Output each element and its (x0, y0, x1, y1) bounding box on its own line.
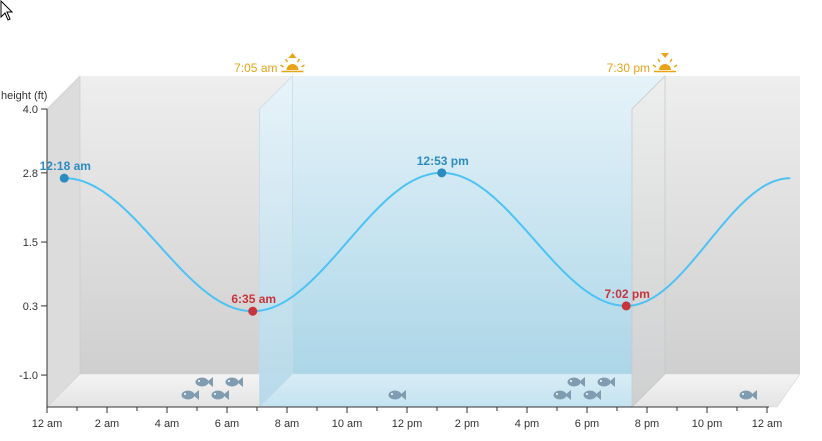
sunset-divider (631, 75, 666, 408)
sunset-arrow (661, 53, 669, 58)
fish-icon (553, 390, 571, 400)
fish-tail (751, 390, 757, 400)
fish-eye (742, 393, 744, 395)
sun-ray (669, 58, 673, 63)
low-tide-label: 6:35 am (231, 292, 276, 306)
fish-tail (595, 390, 601, 400)
night-back-wall (80, 76, 293, 374)
x-tick-label: 2 am (95, 418, 119, 430)
sun-ray (280, 64, 284, 68)
fish-icon (583, 390, 601, 400)
sun-ray (652, 64, 657, 68)
fish-body (388, 390, 402, 400)
fish-eye (556, 393, 558, 395)
y-tick-label: -1.0 (19, 370, 38, 382)
fish-tail (223, 390, 229, 400)
x-tick-label: 6 am (215, 418, 239, 430)
x-tick-label: 4 am (155, 418, 179, 430)
y-tick-label: 4.0 (23, 104, 38, 116)
fish-eye (600, 380, 602, 382)
high-tide-point (437, 168, 447, 178)
fish-body (211, 390, 225, 400)
fish-tail (193, 390, 199, 400)
y-tick-label: 2.8 (23, 168, 38, 180)
fish-eye (184, 393, 186, 395)
left-side-wall (46, 75, 81, 408)
x-tick-label: 4 pm (515, 418, 539, 430)
tide-curve-line (64, 171, 791, 313)
fish-icon (181, 390, 199, 400)
x-tick-label: 12 am (752, 418, 783, 430)
y-tick-label: 0.3 (23, 301, 38, 313)
mouse-cursor-icon (0, 0, 14, 21)
day-back-wall (292, 76, 665, 374)
fish-tail (400, 390, 406, 400)
fish-body (597, 377, 611, 387)
chart-axes: height (ft) 4.0 2.8 1.5 0.3 -1.0 12 am 2 am 4 am… (1, 90, 782, 430)
fish-eye (228, 380, 230, 382)
fish-tail (609, 377, 615, 387)
fish-icon (211, 390, 229, 400)
fish-icon (388, 390, 406, 400)
x-tick-label: 6 pm (575, 418, 599, 430)
tide-labels-layer: 12:18 am 6:35 am 12:53 pm 7:02 pm 7:05 am 7:3… (40, 53, 678, 306)
sun-ray (657, 58, 661, 63)
low-tide-point (621, 301, 631, 311)
tide-curve-layer (59, 168, 791, 316)
fish-eye (391, 393, 393, 395)
high-tide-point (59, 173, 69, 183)
fish-body (181, 390, 195, 400)
fish-body (195, 377, 209, 387)
fish-icon (195, 377, 213, 387)
fish-eye (214, 393, 216, 395)
fish-body (567, 377, 581, 387)
sunset-icon (652, 53, 678, 73)
fish-eye (586, 393, 588, 395)
fish-body (225, 377, 239, 387)
y-axis-title: height (ft) (1, 90, 47, 102)
fish-tail (565, 390, 571, 400)
sun-half (659, 64, 671, 70)
x-tick-label: 8 pm (635, 418, 659, 430)
fish-eye (198, 380, 200, 382)
fish-tail (207, 377, 213, 387)
night-back-wall (665, 76, 800, 374)
low-tide-point (248, 306, 258, 316)
chart-background (46, 75, 801, 408)
high-tide-label: 12:18 am (40, 159, 91, 173)
fish-body (583, 390, 597, 400)
sunset-time-label: 7:30 pm (607, 61, 650, 75)
x-tick-label: 12 am (32, 418, 63, 430)
fish-body (739, 390, 753, 400)
x-tick-label: 2 pm (455, 418, 479, 430)
low-tide-label: 7:02 pm (605, 287, 650, 301)
fish-icon (739, 390, 757, 400)
fish-body (553, 390, 567, 400)
sun-ray (284, 58, 289, 63)
fish-icon (567, 377, 585, 387)
fish-activity-layer (181, 377, 757, 400)
x-tick-label: 8 am (275, 418, 299, 430)
y-tick-label: 1.5 (23, 237, 38, 249)
sunrise-divider (259, 75, 293, 408)
fish-icon (225, 377, 243, 387)
sun-half (286, 64, 299, 70)
sun-ray (301, 64, 305, 68)
sun-ray (673, 64, 678, 68)
fish-tail (237, 377, 243, 387)
night-floor (46, 373, 294, 408)
x-tick-label: 10 pm (692, 418, 723, 430)
x-tick-label: 10 am (332, 418, 363, 430)
fish-icon (597, 377, 615, 387)
x-tick-label: 12 pm (392, 418, 423, 430)
fish-eye (570, 380, 572, 382)
sun-ray (296, 58, 301, 63)
sunrise-icon (280, 53, 305, 73)
fish-tail (579, 377, 585, 387)
sunrise-time-label: 7:05 am (234, 61, 277, 75)
high-tide-label: 12:53 pm (417, 154, 469, 168)
sunrise-arrow (288, 53, 297, 58)
